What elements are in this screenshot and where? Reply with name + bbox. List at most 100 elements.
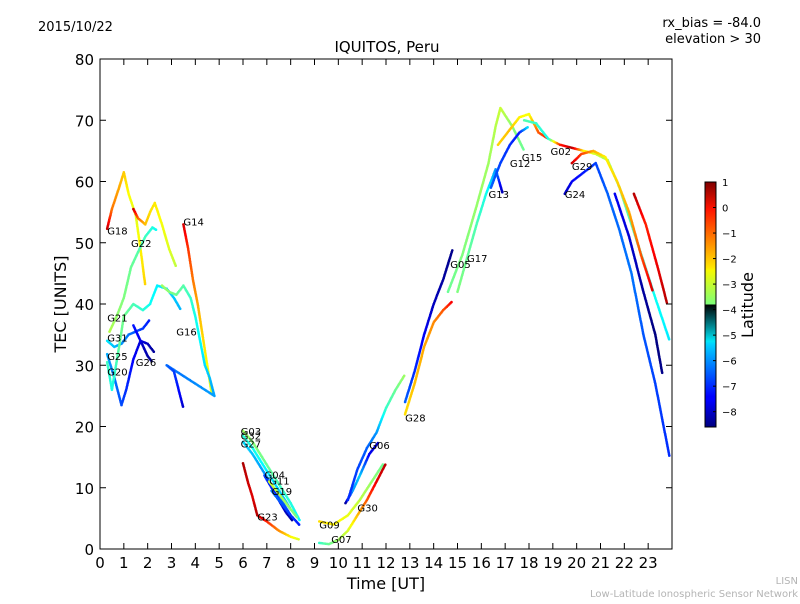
y-tick-label: 30 <box>75 357 94 375</box>
data-marks <box>105 106 671 546</box>
x-tick-label: 3 <box>167 554 177 572</box>
series-g14 <box>182 223 214 396</box>
series-g23 <box>241 462 300 541</box>
prn-label-g21: G21 <box>107 314 127 325</box>
series-g24 <box>563 161 671 457</box>
x-tick-label: 12 <box>376 554 395 572</box>
series-g29 <box>570 149 654 292</box>
prn-label-g24: G24 <box>565 190 585 201</box>
series-unlabeled-29 <box>613 192 664 375</box>
tec-point <box>381 463 385 466</box>
tec-point <box>181 405 185 408</box>
y-tick-label: 40 <box>75 296 94 314</box>
prn-label-g32: G32 <box>241 432 261 443</box>
tec-point <box>451 249 454 252</box>
tec-point <box>668 454 671 457</box>
series-g19 <box>270 489 301 526</box>
x-tick-label: 0 <box>95 554 105 572</box>
colorbar-tick-label: −8 <box>722 408 737 419</box>
x-tick-label: 18 <box>519 554 538 572</box>
tec-point <box>376 441 380 445</box>
colorbar-ticks: 1 0 −1 −2 −3 −4 −5 −6 −7 −8 <box>713 178 737 419</box>
tec-point <box>651 288 654 292</box>
prn-label-g27: G27 <box>241 440 261 451</box>
x-tick-label: 11 <box>353 554 372 572</box>
colorbar <box>704 181 717 428</box>
credit-short: LISN <box>776 576 798 587</box>
tec-point <box>526 126 529 129</box>
prn-label-g12: G12 <box>510 159 530 170</box>
prn-label-g29: G29 <box>572 162 592 173</box>
x-tick-label: 22 <box>615 554 634 572</box>
x-tick-label: 17 <box>496 554 515 572</box>
prn-label-g09: G09 <box>319 521 339 532</box>
x-tick-label: 6 <box>238 554 248 572</box>
tec-point <box>298 518 301 522</box>
prn-label-g18: G18 <box>107 227 127 238</box>
series-g07 <box>318 463 387 546</box>
x-tick-label: 20 <box>567 554 586 572</box>
series-unlabeled-30 <box>632 192 669 304</box>
colorbar-tick-label: 1 <box>722 178 728 189</box>
series-g25 <box>105 339 153 407</box>
colorbar-tick-label: −7 <box>722 382 737 393</box>
tec-point <box>150 359 153 363</box>
x-tick-label: 15 <box>448 554 467 572</box>
tec-point <box>450 300 453 304</box>
series-g12 <box>489 126 529 189</box>
y-tick-label: 50 <box>75 235 94 253</box>
x-tick-label: 5 <box>214 554 224 572</box>
tec-point <box>402 374 406 378</box>
prn-label-g16: G16 <box>176 328 196 339</box>
x-axis: 0 1 2 3 4 5 6 7 8 9 10 11 12 13 14 15 16 17 18 19 20 21 22 23 <box>95 59 658 572</box>
x-tick-label: 10 <box>329 554 348 572</box>
x-tick-label: 8 <box>286 554 296 572</box>
prn-label-g19: G19 <box>272 487 292 498</box>
colorbar-tick-label: −3 <box>722 280 737 291</box>
date-label: 2015/10/22 <box>38 20 113 35</box>
x-tick-label: 1 <box>119 554 129 572</box>
x-tick-label: 14 <box>424 554 443 572</box>
series-g18 <box>105 171 147 286</box>
prn-label-g23: G23 <box>257 513 277 524</box>
colorbar-tick-label: −1 <box>722 229 737 240</box>
tec-point <box>660 371 664 375</box>
series-g09 <box>318 463 385 526</box>
series-g22 <box>132 201 177 268</box>
tec-point <box>152 350 156 354</box>
y-tick-label: 0 <box>84 541 94 559</box>
y-tick-label: 80 <box>75 51 94 69</box>
series-g28 <box>403 300 453 416</box>
tec-point <box>143 282 147 286</box>
tec-point <box>295 515 299 519</box>
y-tick-label: 20 <box>75 419 94 437</box>
y-axis: 0 10 20 30 40 50 60 70 80 <box>75 51 672 559</box>
prn-label-g03: G03 <box>241 427 261 438</box>
prn-label-g11: G11 <box>269 476 289 487</box>
series-g11 <box>267 480 299 519</box>
tec-point <box>154 228 158 231</box>
x-tick-label: 4 <box>191 554 201 572</box>
tec-point <box>522 148 525 151</box>
y-tick-label: 60 <box>75 174 94 192</box>
prn-label-g05: G05 <box>450 260 470 271</box>
x-tick-label: 23 <box>639 554 658 572</box>
tec-point <box>501 190 504 194</box>
series-g31 <box>105 319 151 349</box>
y-tick-label: 10 <box>75 480 94 498</box>
prn-label-g25: G25 <box>107 352 127 363</box>
series-g30 <box>344 441 380 505</box>
tec-point <box>667 337 671 341</box>
y-axis-label: TEC [UNITS] <box>51 256 70 354</box>
colorbar-tick-label: −6 <box>722 357 737 368</box>
tec-point <box>665 301 669 304</box>
colorbar-tick-label: 0 <box>722 204 728 215</box>
x-axis-label: Time [UT] <box>346 574 425 593</box>
colorbar-label: Latitude <box>738 272 757 338</box>
plot-frame <box>99 58 673 550</box>
colorbar-tick-label: −4 <box>722 306 737 317</box>
tec-point <box>384 463 387 467</box>
prn-label-g04: G04 <box>265 470 285 481</box>
tec-point <box>290 518 294 522</box>
series-g32 <box>241 434 292 510</box>
